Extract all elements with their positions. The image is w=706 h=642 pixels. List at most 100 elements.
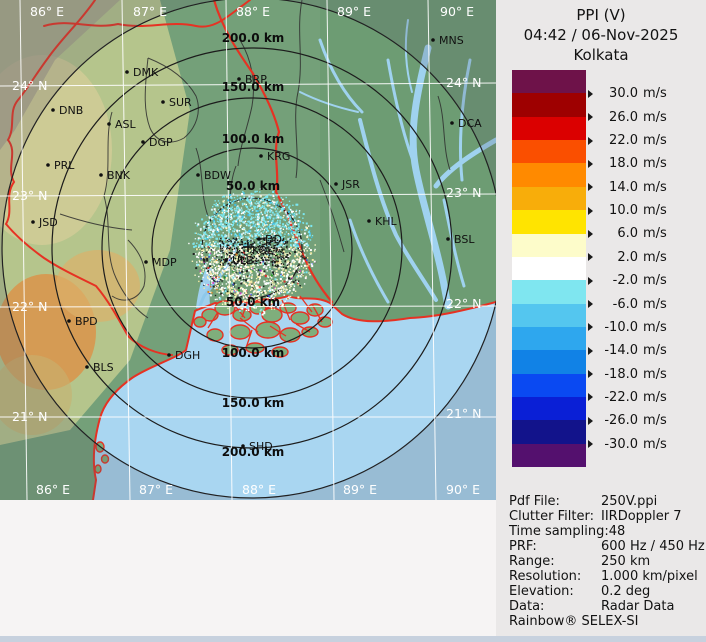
legend-label-row: -2.0 m/s	[588, 273, 667, 289]
window-bottom-edge	[0, 636, 706, 642]
legend-band-9	[512, 280, 586, 304]
city-dot-PRL	[46, 163, 50, 167]
city-dot-DNB	[51, 108, 55, 112]
legend-tick-arrow-icon	[588, 440, 593, 449]
legend-value: -30.0	[604, 436, 638, 452]
svg-text:90° E: 90° E	[446, 482, 480, 497]
legend-value: -6.0	[612, 296, 638, 312]
info-value: 1.000 km/pixel	[601, 569, 698, 584]
scan-datetime: 04:42 / 06-Nov-2025	[523, 26, 679, 44]
city-dot-ASL	[107, 122, 111, 126]
city-label-MDP: MDP	[152, 256, 177, 269]
svg-text:50.0 km: 50.0 km	[226, 179, 280, 193]
legend-label-row: 2.0 m/s	[588, 250, 667, 265]
legend-label-row: 22.0 m/s	[588, 133, 667, 149]
legend-band-3	[512, 140, 586, 164]
legend-unit: m/s	[643, 156, 667, 172]
legend-band-6	[512, 210, 586, 234]
legend-unit: m/s	[643, 133, 667, 149]
city-dot-JSD	[31, 220, 35, 224]
legend-label-row: 18.0 m/s	[588, 156, 667, 172]
city-dot-DMK	[125, 70, 129, 74]
legend-band-11	[512, 326, 586, 351]
city-label-PRL: PRL	[54, 159, 75, 172]
legend-unit: m/s	[643, 203, 667, 219]
legend-tick-arrow-icon	[588, 183, 593, 192]
legend-band-0	[512, 70, 586, 94]
info-value: 0.2 deg	[601, 584, 651, 599]
svg-text:86° E: 86° E	[36, 482, 70, 497]
svg-text:50.0 km: 50.0 km	[226, 295, 280, 309]
ring-labels: 200.0 km 150.0 km 100.0 km 50.0 km 50.0 km 10…	[222, 31, 285, 459]
legend-value: 30.0	[609, 86, 638, 102]
legend-unit: m/s	[643, 86, 667, 102]
legend-value: -2.0	[612, 273, 638, 289]
legend-label-row: 14.0 m/s	[588, 179, 667, 195]
legend-value: 18.0	[609, 156, 638, 172]
legend-band-5	[512, 186, 586, 211]
legend-value: 14.0	[609, 179, 638, 195]
legend-unit: m/s	[643, 109, 667, 125]
info-row-time-sampling: Time sampling:48	[509, 524, 625, 539]
svg-text:200.0 km: 200.0 km	[222, 31, 285, 45]
legend-band-8	[512, 256, 586, 281]
legend-label-row: -22.0 m/s	[588, 390, 667, 405]
legend-value: -18.0	[604, 366, 638, 382]
side-panel: PPI (V) 04:42 / 06-Nov-2025 Kolkata 30.0…	[496, 0, 706, 642]
info-row-range: Range: 250 km	[509, 554, 650, 569]
svg-text:89° E: 89° E	[337, 4, 371, 19]
city-label-DMK: DMK	[133, 66, 159, 79]
city-dot-BDW	[196, 173, 200, 177]
header-block: PPI (V) 04:42 / 06-Nov-2025 Kolkata	[496, 5, 706, 65]
city-label-JSD: JSD	[38, 216, 58, 229]
svg-text:22° N: 22° N	[446, 296, 481, 311]
svg-text:24° N: 24° N	[446, 75, 481, 90]
legend-tick-arrow-icon	[588, 206, 593, 215]
svg-text:23° N: 23° N	[12, 188, 47, 203]
city-label-ULB: ULB	[232, 254, 254, 267]
info-value: Radar Data	[601, 599, 675, 614]
city-dot-SHD	[241, 444, 245, 448]
legend-band-14	[512, 397, 586, 421]
info-value: 250V.ppi	[601, 494, 658, 509]
city-label-BSL: BSL	[454, 233, 475, 246]
legend-unit: m/s	[643, 413, 667, 429]
legend-value: 26.0	[609, 109, 638, 125]
svg-text:21° N: 21° N	[12, 409, 47, 424]
city-label-DNB: DNB	[59, 104, 83, 117]
svg-text:21° N: 21° N	[446, 406, 481, 421]
outside-range-dim	[0, 0, 496, 500]
svg-text:88° E: 88° E	[236, 4, 270, 19]
svg-text:90° E: 90° E	[440, 4, 474, 19]
legend-label-row: -6.0 m/s	[588, 296, 667, 312]
city-dot-DGP	[141, 140, 145, 144]
city-markers: MNS DMK BRP SUR DNB ASL DCA DGP KRG PRL BNK BDW JSR K…	[31, 34, 482, 453]
city-dot-BNK	[99, 173, 103, 177]
svg-text:200.0 km: 200.0 km	[222, 445, 285, 459]
svg-text:89° E: 89° E	[343, 482, 377, 497]
info-label: Time sampling:	[509, 524, 609, 539]
legend-unit: m/s	[643, 319, 667, 335]
info-label: PRF:	[509, 539, 537, 554]
velocity-color-scale	[512, 70, 586, 468]
city-label-BLS: BLS	[93, 361, 114, 374]
info-label: Resolution:	[509, 569, 582, 584]
city-dot-BRP	[237, 77, 241, 81]
legend-label-row: -14.0 m/s	[588, 343, 667, 358]
legend-tick-arrow-icon	[588, 276, 593, 285]
rivers	[197, 19, 496, 310]
legend-unit: m/s	[643, 436, 667, 452]
legend-label-row: -10.0 m/s	[588, 319, 667, 335]
city-label-MNS: MNS	[439, 34, 464, 47]
info-row-pdf-file: Pdf File: 250V.ppi	[509, 494, 657, 509]
city-dot-ULB	[224, 258, 228, 262]
info-row-elevation: Elevation: 0.2 deg	[509, 584, 650, 599]
city-label-SHD: SHD	[249, 440, 273, 453]
city-dot-MDP	[144, 260, 148, 264]
city-label-DGH: DGH	[175, 349, 200, 362]
legend-label-row: -18.0 m/s	[588, 366, 667, 382]
info-label: Data:	[509, 599, 545, 614]
svg-text:150.0 km: 150.0 km	[222, 396, 285, 410]
svg-text:23° N: 23° N	[446, 185, 481, 200]
info-label: Pdf File:	[509, 494, 560, 509]
